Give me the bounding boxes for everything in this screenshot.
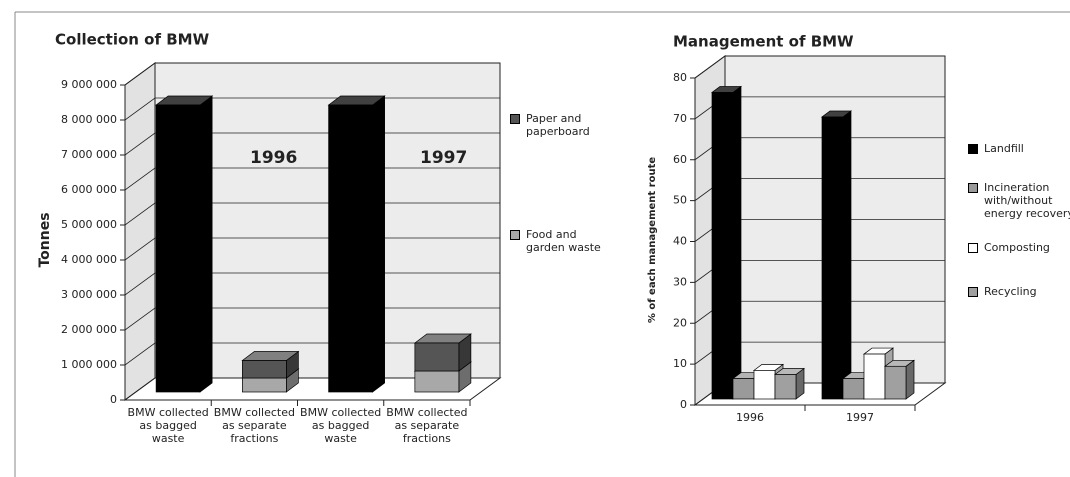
y-tick-label: 40 — [673, 235, 687, 248]
bar — [414, 370, 460, 393]
y-axis-label: Tonnes — [37, 212, 53, 267]
grid-line — [124, 307, 500, 331]
legend-label: Landfill — [984, 142, 1024, 155]
grid-line — [124, 62, 500, 86]
bar — [242, 377, 287, 393]
legend-swatch — [968, 243, 978, 253]
side-wall — [124, 62, 156, 401]
y-tick-label: 0 — [680, 398, 687, 411]
grid-line — [124, 237, 500, 261]
bar — [732, 378, 755, 400]
y-tick-label: 4 000 000 — [61, 253, 117, 266]
y-tick-label: 9 000 000 — [61, 78, 117, 91]
bar — [711, 92, 734, 400]
bar-side — [199, 95, 213, 393]
y-tick-label: 5 000 000 — [61, 218, 117, 231]
legend-entry: Incineration with/without energy recover… — [968, 181, 1070, 220]
x-tick-label: BMW collected as separate fractions — [386, 406, 468, 445]
x-tick-label: BMW collected as bagged waste — [300, 406, 382, 445]
legend-label: Paper and paperboard — [526, 112, 590, 138]
y-tick-label: 70 — [673, 112, 687, 125]
y-tick-label: 30 — [673, 275, 687, 288]
y-tick-label: 80 — [673, 71, 687, 84]
legend-entry: Recycling — [968, 285, 1070, 298]
bar-side — [372, 95, 385, 393]
x-tick-label: 1996 — [736, 411, 764, 424]
legend-swatch — [968, 287, 978, 297]
bar-side — [732, 85, 742, 400]
bar — [842, 378, 865, 400]
bar — [774, 374, 797, 400]
bar — [821, 116, 844, 400]
legend-swatch — [968, 144, 978, 154]
bar-side — [842, 110, 852, 400]
chart-title: Collection of BMW — [55, 31, 210, 49]
bar — [414, 342, 460, 372]
y-tick-label: 50 — [673, 194, 687, 207]
annotation: 1996 — [250, 148, 297, 168]
y-axis-label: % of each management route — [647, 157, 658, 324]
legend-entry: Landfill — [968, 142, 1070, 155]
grid-line — [124, 97, 500, 121]
legend-swatch — [510, 230, 520, 240]
x-tick-label: BMW collected as separate fractions — [213, 406, 295, 445]
legend-entry: Paper and paperboard — [510, 112, 616, 138]
y-tick-label: 10 — [673, 357, 687, 370]
bar — [753, 370, 776, 400]
x-tick-label: BMW collected as bagged waste — [127, 406, 209, 445]
legend-label: Composting — [984, 241, 1050, 254]
y-tick-label: 8 000 000 — [61, 113, 117, 126]
bar — [884, 365, 907, 400]
annotation: 1997 — [420, 148, 467, 168]
y-tick-label: 60 — [673, 153, 687, 166]
y-tick-label: 3 000 000 — [61, 288, 117, 301]
y-tick-label: 6 000 000 — [61, 183, 117, 196]
y-tick-label: 20 — [673, 316, 687, 329]
grid-line — [124, 132, 500, 156]
grid-line — [124, 272, 500, 296]
y-tick-label: 1 000 000 — [61, 358, 117, 371]
bar — [242, 360, 287, 379]
y-tick-label: 2 000 000 — [61, 323, 117, 336]
bar — [155, 104, 201, 393]
legend-swatch — [510, 114, 520, 124]
chart-title: Management of BMW — [673, 33, 854, 51]
bar — [863, 353, 886, 400]
legend-entry: Food and garden waste — [510, 228, 616, 254]
grid-line — [124, 202, 500, 226]
legend-entry: Composting — [968, 241, 1070, 254]
legend-label: Recycling — [984, 285, 1037, 298]
legend-label: Food and garden waste — [526, 228, 601, 254]
grid-line — [124, 342, 500, 366]
y-tick-label: 0 — [110, 393, 117, 406]
grid-line — [124, 377, 500, 401]
x-tick-label: 1997 — [846, 411, 874, 424]
grid-line — [124, 167, 500, 191]
grid-line — [694, 55, 945, 79]
bar — [328, 104, 373, 393]
y-tick-label: 7 000 000 — [61, 148, 117, 161]
bar-side — [905, 359, 915, 400]
legend-swatch — [968, 183, 978, 193]
legend-label: Incineration with/without energy recover… — [984, 181, 1070, 220]
